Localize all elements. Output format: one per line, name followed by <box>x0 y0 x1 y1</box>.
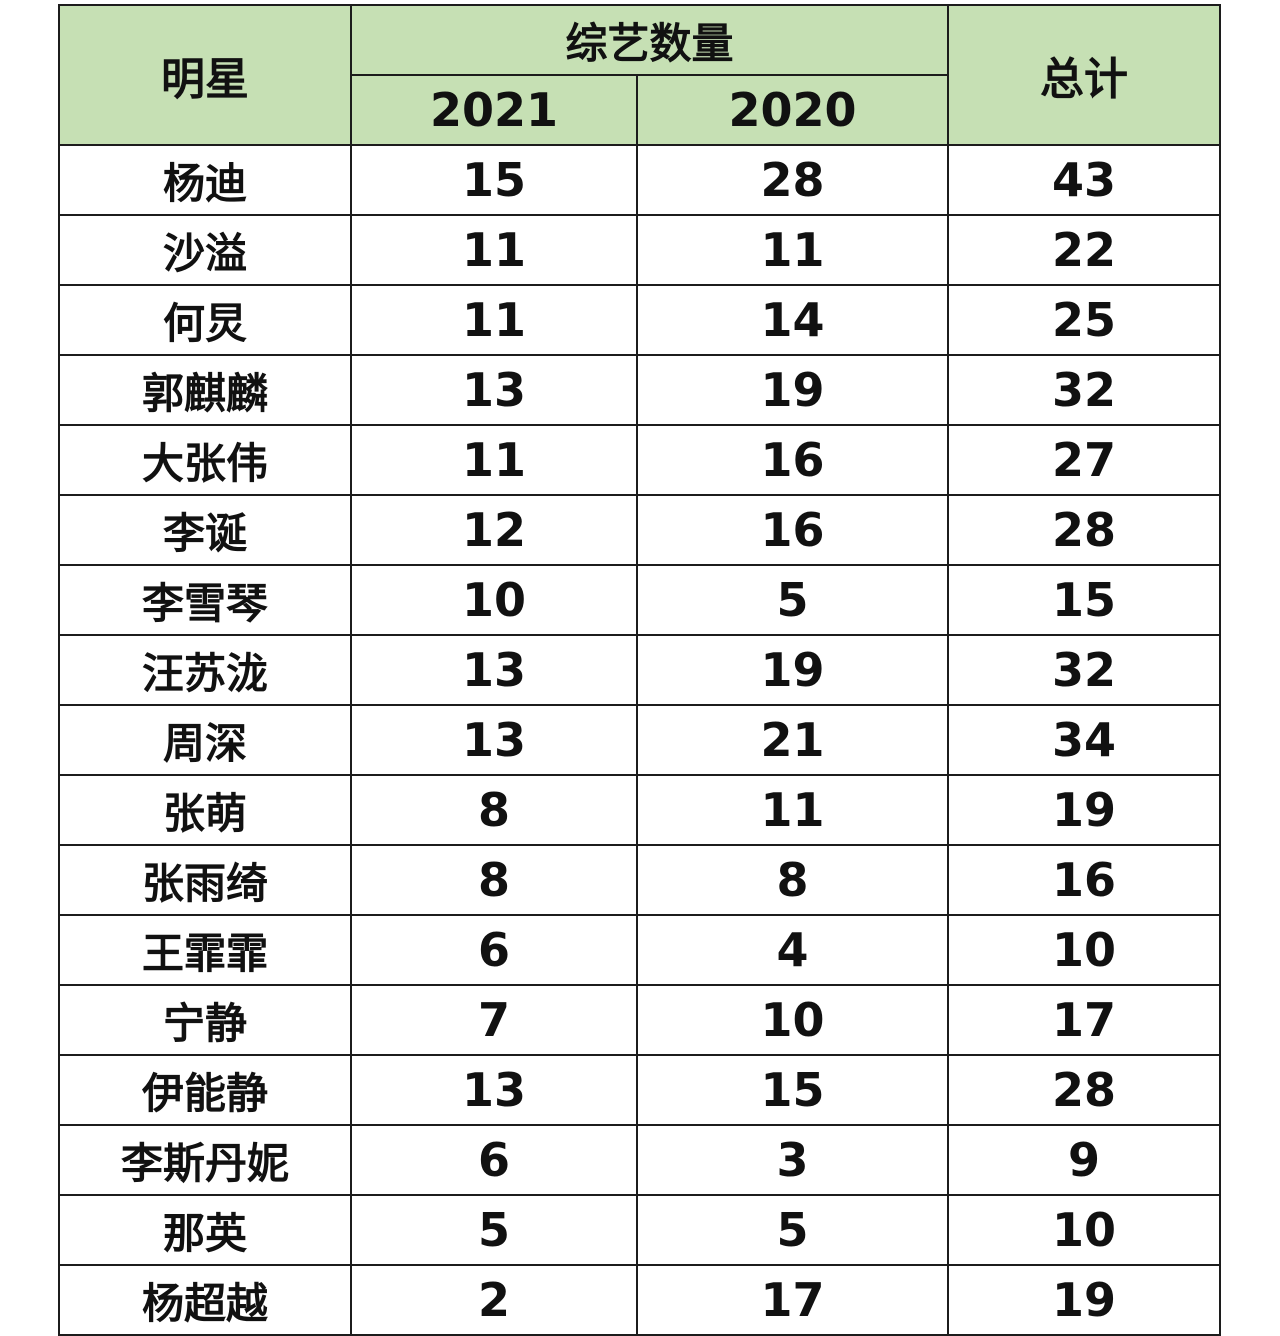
count-2021-cell: 8 <box>350 774 638 846</box>
count-2021-cell: 2 <box>350 1264 638 1336</box>
table-row: 那英 5 5 10 <box>58 1194 1222 1266</box>
header-row-years: 2021 2020 <box>59 74 1220 146</box>
header-variety-count: 综艺数量 <box>349 4 950 76</box>
star-name-cell: 杨超越 <box>58 1264 352 1336</box>
total-cell: 28 <box>947 494 1222 566</box>
count-2021-cell: 8 <box>350 844 638 916</box>
total-cell: 15 <box>947 564 1222 636</box>
total-cell: 22 <box>947 214 1222 286</box>
count-2020-cell: 17 <box>635 1264 950 1336</box>
count-2021-cell: 6 <box>350 1124 638 1196</box>
count-2021-cell: 13 <box>350 354 638 426</box>
table-row: 李诞 12 16 28 <box>58 494 1222 566</box>
table-row: 张萌 8 11 19 <box>58 774 1222 846</box>
count-2020-cell: 16 <box>635 424 950 496</box>
count-2020-cell: 5 <box>635 564 950 636</box>
total-cell: 32 <box>947 354 1222 426</box>
table-row: 大张伟 11 16 27 <box>58 424 1222 496</box>
header-total: 总计 <box>947 4 1222 146</box>
variety-show-count-table: 明星 综艺数量 总计 2021 2020 杨迪 15 28 43 沙溢 11 11 22 何炅 1… <box>58 4 1222 1336</box>
table-row: 沙溢 11 11 22 <box>58 214 1222 286</box>
total-cell: 19 <box>947 1264 1222 1336</box>
table-row: 汪苏泷 13 19 32 <box>58 634 1222 706</box>
count-2020-cell: 16 <box>635 494 950 566</box>
count-2021-cell: 10 <box>350 564 638 636</box>
star-name-cell: 李斯丹妮 <box>58 1124 352 1196</box>
count-2020-cell: 21 <box>635 704 950 776</box>
count-2020-cell: 14 <box>635 284 950 356</box>
total-cell: 32 <box>947 634 1222 706</box>
star-name-cell: 周深 <box>58 704 352 776</box>
count-2021-cell: 13 <box>350 1054 638 1126</box>
table-header: 明星 综艺数量 总计 2021 2020 <box>58 4 1222 146</box>
star-name-cell: 宁静 <box>58 984 352 1056</box>
count-2021-cell: 6 <box>350 914 638 986</box>
count-2021-cell: 15 <box>350 144 638 216</box>
star-name-cell: 张萌 <box>58 774 352 846</box>
table-row: 李雪琴 10 5 15 <box>58 564 1222 636</box>
count-2021-cell: 11 <box>350 284 638 356</box>
star-name-cell: 王霏霏 <box>58 914 352 986</box>
star-name-cell: 李诞 <box>58 494 352 566</box>
count-2021-cell: 13 <box>350 704 638 776</box>
total-cell: 25 <box>947 284 1222 356</box>
total-cell: 10 <box>947 1194 1222 1266</box>
star-name-cell: 那英 <box>58 1194 352 1266</box>
total-cell: 28 <box>947 1054 1222 1126</box>
header-year-2020: 2020 <box>635 74 950 146</box>
star-name-cell: 伊能静 <box>58 1054 352 1126</box>
count-2021-cell: 11 <box>350 214 638 286</box>
count-2020-cell: 8 <box>635 844 950 916</box>
star-name-cell: 汪苏泷 <box>58 634 352 706</box>
star-name-cell: 大张伟 <box>58 424 352 496</box>
table-row: 王霏霏 6 4 10 <box>58 914 1222 986</box>
header-year-2021: 2021 <box>350 74 638 146</box>
star-name-cell: 张雨绮 <box>58 844 352 916</box>
table-row: 周深 13 21 34 <box>58 704 1222 776</box>
total-cell: 43 <box>947 144 1222 216</box>
count-2020-cell: 10 <box>635 984 950 1056</box>
count-2020-cell: 4 <box>635 914 950 986</box>
count-2020-cell: 5 <box>635 1194 950 1266</box>
count-2020-cell: 28 <box>635 144 950 216</box>
table-row: 何炅 11 14 25 <box>58 284 1222 356</box>
count-2020-cell: 11 <box>635 214 950 286</box>
table-row: 杨超越 2 17 19 <box>58 1264 1222 1336</box>
total-cell: 34 <box>947 704 1222 776</box>
star-name-cell: 沙溢 <box>58 214 352 286</box>
total-cell: 19 <box>947 774 1222 846</box>
table-body: 杨迪 15 28 43 沙溢 11 11 22 何炅 11 14 25 郭麒麟 13 19 32 大张伟 11 16… <box>58 144 1222 1336</box>
table-row: 杨迪 15 28 43 <box>58 144 1222 216</box>
count-2020-cell: 15 <box>635 1054 950 1126</box>
total-cell: 10 <box>947 914 1222 986</box>
table-row: 郭麒麟 13 19 32 <box>58 354 1222 426</box>
total-cell: 9 <box>947 1124 1222 1196</box>
total-cell: 17 <box>947 984 1222 1056</box>
star-name-cell: 何炅 <box>58 284 352 356</box>
count-2020-cell: 19 <box>635 354 950 426</box>
table-row: 伊能静 13 15 28 <box>58 1054 1222 1126</box>
count-2021-cell: 11 <box>350 424 638 496</box>
star-name-cell: 郭麒麟 <box>58 354 352 426</box>
header-row-top: 明星 综艺数量 总计 <box>58 4 1222 146</box>
count-2020-cell: 19 <box>635 634 950 706</box>
count-2021-cell: 12 <box>350 494 638 566</box>
table-row: 张雨绮 8 8 16 <box>58 844 1222 916</box>
count-2020-cell: 11 <box>635 774 950 846</box>
total-cell: 27 <box>947 424 1222 496</box>
table-row: 宁静 7 10 17 <box>58 984 1222 1056</box>
count-2020-cell: 3 <box>635 1124 950 1196</box>
star-name-cell: 李雪琴 <box>58 564 352 636</box>
count-2021-cell: 13 <box>350 634 638 706</box>
star-name-cell: 杨迪 <box>58 144 352 216</box>
count-2021-cell: 5 <box>350 1194 638 1266</box>
variety-show-table-frame: 明星 综艺数量 总计 2021 2020 杨迪 15 28 43 沙溢 11 11 22 何炅 1… <box>58 4 1222 1336</box>
header-star: 明星 <box>58 4 352 146</box>
total-cell: 16 <box>947 844 1222 916</box>
table-row: 李斯丹妮 6 3 9 <box>58 1124 1222 1196</box>
count-2021-cell: 7 <box>350 984 638 1056</box>
